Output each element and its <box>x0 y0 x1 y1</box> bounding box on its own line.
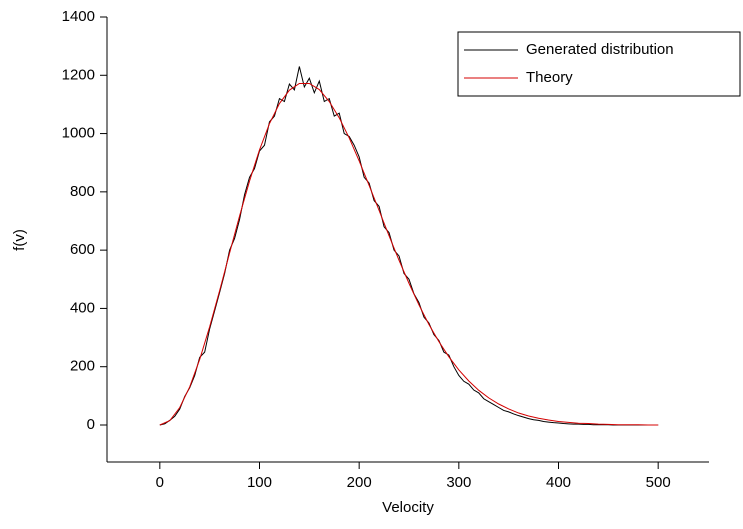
x-tick-label: 100 <box>247 474 272 491</box>
legend-label: Generated distribution <box>526 41 674 58</box>
legend-box <box>457 31 741 97</box>
series-line <box>159 82 659 426</box>
y-tick-label: 1400 <box>62 8 95 25</box>
x-tick-label: 200 <box>347 474 372 491</box>
legend-label: Theory <box>526 69 573 86</box>
x-tick-label: 400 <box>546 474 571 491</box>
y-axis-label: f(v) <box>11 229 28 251</box>
x-axis-label: Velocity <box>382 499 434 516</box>
y-tick-label: 600 <box>70 241 95 258</box>
y-tick-label: 0 <box>87 416 95 433</box>
y-tick-label: 200 <box>70 358 95 375</box>
x-tick-label: 0 <box>156 474 164 491</box>
x-tick-label: 300 <box>446 474 471 491</box>
y-tick-label: 400 <box>70 299 95 316</box>
y-tick-label: 1200 <box>62 66 95 83</box>
y-tick-label: 800 <box>70 183 95 200</box>
x-tick-label: 500 <box>646 474 671 491</box>
y-tick-label: 1000 <box>62 125 95 142</box>
series-line <box>159 66 659 426</box>
